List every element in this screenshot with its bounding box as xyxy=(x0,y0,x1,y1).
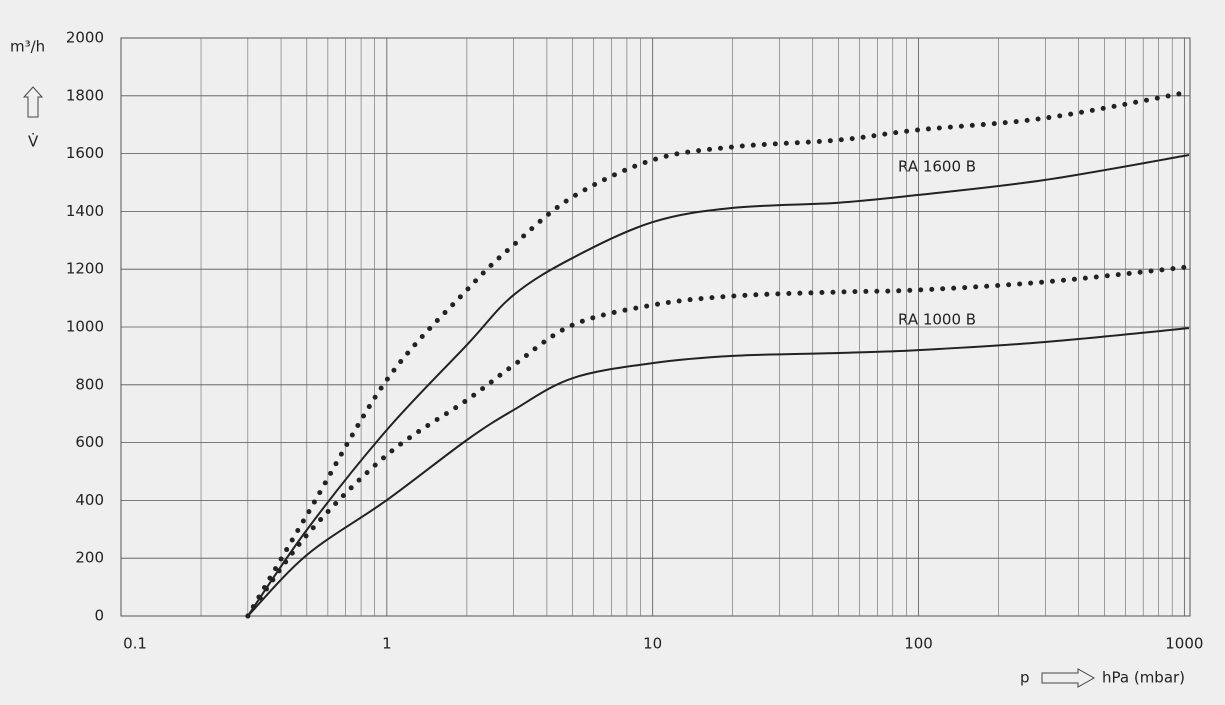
series-line xyxy=(247,327,1189,617)
y-tick-label: 1400 xyxy=(66,202,104,220)
annotation: RA 1000 B xyxy=(898,311,976,329)
x-tick-label: 100 xyxy=(904,635,933,653)
x-tick-label: 10 xyxy=(643,635,662,653)
y-axis-label: m³/h xyxy=(10,38,45,56)
series-line xyxy=(245,89,1192,619)
series-line xyxy=(247,154,1190,617)
series-line xyxy=(245,264,1192,619)
y-tick-label: 800 xyxy=(75,375,104,393)
y-tick-label: 1200 xyxy=(66,260,104,278)
y-tick-label: 200 xyxy=(75,549,104,567)
x-axis-label: hPa (mbar) xyxy=(1102,669,1185,687)
y-tick-label: 1600 xyxy=(66,144,104,162)
x-arrow xyxy=(1041,668,1096,688)
y-symbol: V̇ xyxy=(28,132,39,151)
x-tick-label: 1000 xyxy=(1165,635,1203,653)
x-tick-label: 0.1 xyxy=(123,635,147,653)
y-tick-label: 400 xyxy=(75,491,104,509)
x-symbol: p xyxy=(1020,669,1030,687)
y-tick-label: 2000 xyxy=(66,29,104,47)
y-tick-label: 0 xyxy=(94,607,104,625)
y-tick-label: 600 xyxy=(75,433,104,451)
y-tick-label: 1000 xyxy=(66,318,104,336)
x-tick-label: 1 xyxy=(382,635,392,653)
y-tick-label: 1800 xyxy=(66,86,104,104)
annotation: RA 1600 B xyxy=(898,158,976,176)
y-arrow xyxy=(22,86,44,118)
